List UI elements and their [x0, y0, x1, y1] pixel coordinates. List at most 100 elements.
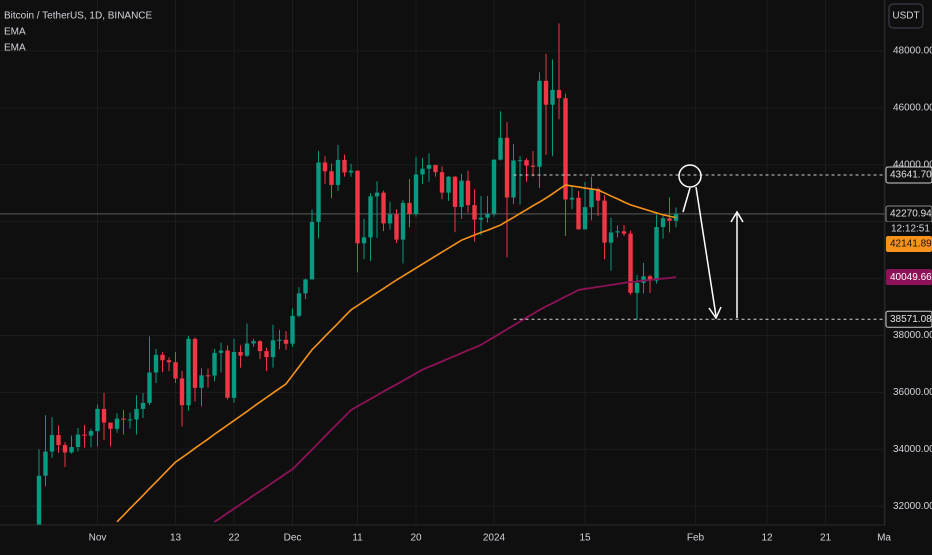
- candle-body: [296, 293, 302, 316]
- candle-body: [537, 80, 542, 167]
- candle-body: [517, 160, 523, 162]
- x-tick-label: 13: [170, 533, 182, 544]
- symbol-title: Bitcoin / TetherUS, 1D, BINANCE: [4, 11, 153, 22]
- drawing: [678, 164, 744, 320]
- candle-body: [121, 418, 126, 420]
- candle-body: [160, 354, 165, 361]
- legend-entry: EMA: [4, 43, 26, 54]
- candle-body: [277, 339, 282, 341]
- candle-body: [114, 418, 120, 429]
- candle-body: [628, 233, 633, 293]
- ema-line: [214, 276, 677, 523]
- candle-body: [400, 202, 406, 240]
- candle-body: [153, 354, 159, 373]
- candle-body: [595, 188, 601, 201]
- axes: 32000.0034000.0036000.0038000.0040000.00…: [89, 46, 932, 544]
- price-level-label: 43641.70: [890, 170, 932, 181]
- y-tick-label: 32000.00: [893, 501, 932, 512]
- candle-body: [49, 435, 55, 452]
- countdown-label: 12:12:51: [891, 224, 930, 235]
- ema-value-label: 42141.89: [890, 239, 932, 250]
- candle-body: [634, 282, 640, 293]
- candle-body: [205, 375, 211, 377]
- countdown-box: [886, 221, 932, 236]
- candle-body: [563, 98, 568, 200]
- candle-body: [316, 162, 321, 222]
- candle-body: [361, 237, 367, 244]
- x-tick-label: Ma: [877, 533, 891, 544]
- candle-body: [530, 165, 536, 167]
- candle-body: [602, 200, 607, 243]
- currency-label[interactable]: USDT: [892, 11, 919, 22]
- candle-body: [270, 340, 276, 358]
- candle-body: [290, 315, 295, 344]
- candle-body: [433, 165, 438, 173]
- candle-body: [95, 408, 100, 432]
- candle-body: [420, 168, 425, 175]
- candle-body: [342, 159, 347, 173]
- candle-body: [387, 214, 393, 224]
- circle-marker: [678, 164, 702, 188]
- candle-body: [478, 217, 484, 220]
- candle-body: [309, 221, 315, 280]
- candle-body: [491, 159, 497, 214]
- candle-body: [231, 351, 237, 398]
- candle-body: [43, 451, 48, 476]
- candle-body: [303, 279, 308, 294]
- candle-body: [355, 170, 360, 244]
- candle-body: [485, 213, 490, 218]
- last-price-label: 42270.94: [890, 209, 932, 220]
- x-tick-label: 11: [352, 533, 363, 544]
- candle-body: [459, 180, 464, 207]
- arrow-head: [708, 306, 722, 320]
- currency-button[interactable]: [888, 3, 924, 29]
- price-level-label-box: [885, 310, 932, 328]
- candle-body: [394, 214, 399, 240]
- candle-body: [615, 231, 620, 233]
- candle-body: [147, 372, 152, 403]
- candle-body: [56, 435, 61, 446]
- candle-body: [101, 408, 107, 423]
- y-tick-label: 38000.00: [893, 330, 932, 341]
- candle-body: [407, 202, 412, 214]
- candle-body: [62, 445, 68, 453]
- ema-line: [116, 184, 677, 523]
- price-level-label: 38571.08: [890, 314, 932, 325]
- candle-body: [140, 402, 146, 409]
- candle-body: [504, 137, 510, 198]
- candle-body: [511, 160, 516, 198]
- y-tick-label: 36000.00: [893, 387, 932, 398]
- candle-body: [667, 218, 672, 221]
- candle-body: [322, 162, 328, 172]
- candle-body: [660, 218, 666, 228]
- candle-body: [381, 192, 386, 224]
- candle-body: [374, 192, 380, 197]
- candle-body: [582, 207, 588, 230]
- candle-body: [647, 276, 653, 281]
- ema-value-label-box: [886, 235, 932, 252]
- x-tick-label: Nov: [89, 533, 107, 544]
- price-level-label-box: [885, 166, 932, 184]
- candle-body: [186, 338, 191, 406]
- candle-body: [88, 431, 94, 436]
- candle-body: [244, 343, 250, 356]
- candle-body: [166, 360, 172, 363]
- candle-body: [257, 341, 263, 352]
- candle-body: [264, 351, 269, 358]
- arrow: [695, 186, 717, 317]
- legend-entry: EMA: [4, 27, 26, 38]
- ema-value-label: 40049.66: [890, 272, 932, 283]
- x-tick-label: 21: [820, 533, 832, 544]
- candle-body: [589, 188, 594, 208]
- arrow: [682, 187, 691, 213]
- candle-body: [608, 232, 614, 243]
- candle-body: [127, 419, 133, 421]
- candle-body: [641, 276, 646, 283]
- x-tick-label: Dec: [284, 533, 302, 544]
- y-tick-label: 46000.00: [893, 102, 932, 113]
- candle-body: [654, 227, 659, 281]
- candle-body: [439, 172, 445, 193]
- candle-body: [218, 350, 224, 353]
